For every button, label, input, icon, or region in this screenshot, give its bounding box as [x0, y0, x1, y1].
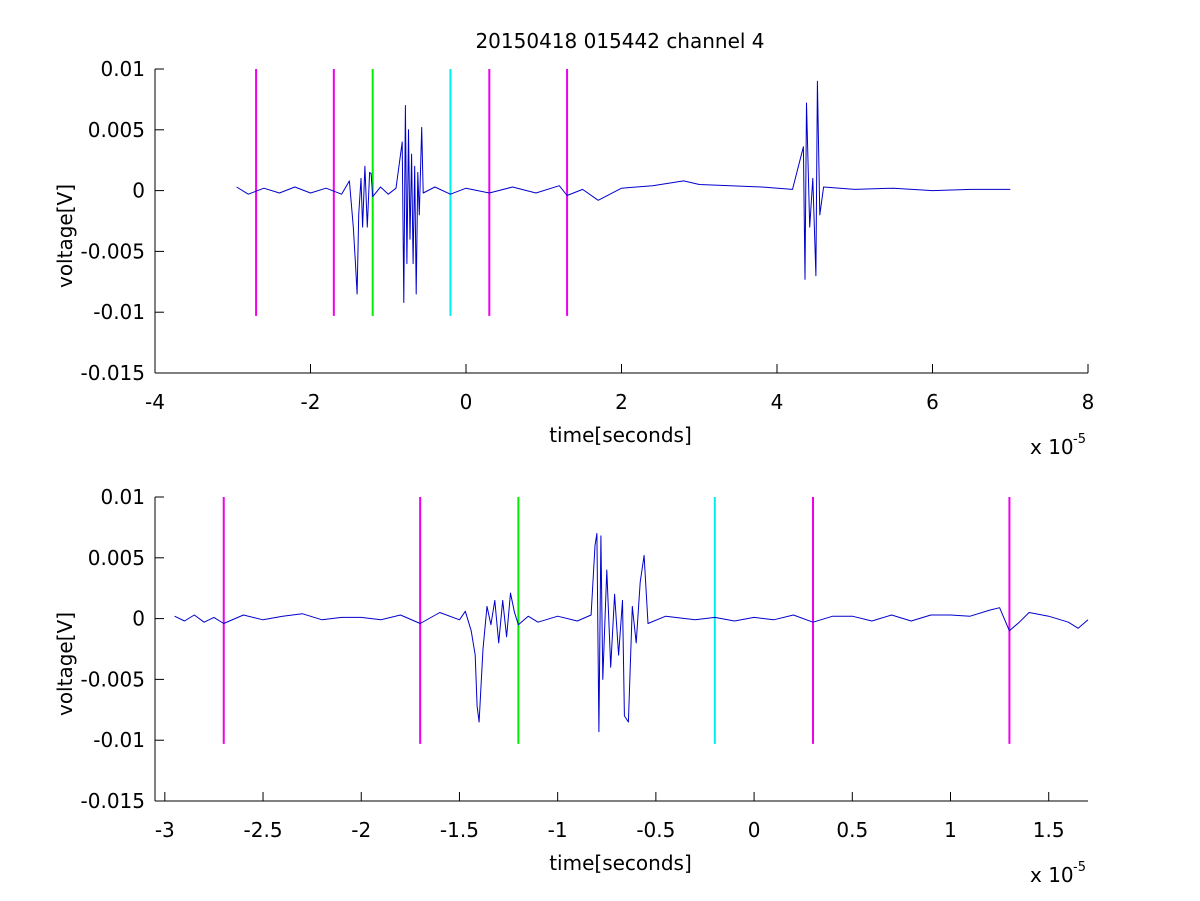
top-plot: 0.01 0.005 0 -0.005 -0.01 -0.015-4 -2 0 2 4 6 8 time…: [53, 57, 1094, 459]
y-tick-label: 0.005: [88, 546, 145, 570]
x-axis-label: time[seconds]: [549, 423, 692, 447]
y-tick-label: -0.01: [93, 728, 145, 752]
x-tick-label: 6: [926, 390, 939, 414]
x-tick-label: 0.5: [836, 818, 868, 842]
x-multiplier-label: x 10: [1030, 863, 1074, 887]
x-tick-label: 8: [1082, 390, 1095, 414]
y-tick-label: 0.01: [100, 485, 145, 509]
x-tick-label: 0: [460, 390, 473, 414]
x-tick-label: -0.5: [636, 818, 675, 842]
x-exponent-label: -5: [1073, 432, 1086, 447]
y-tick-label: -0.015: [81, 361, 145, 385]
x-tick-label: -4: [145, 390, 165, 414]
signal-trace: [174, 533, 1089, 733]
x-tick-label: 1: [944, 818, 957, 842]
y-tick-label: -0.015: [81, 789, 145, 813]
y-tick-label: -0.005: [81, 239, 145, 263]
y-axis-label: voltage[V]: [53, 184, 77, 288]
x-axis-label: time[seconds]: [549, 851, 692, 875]
signal-trace: [236, 80, 1011, 303]
x-tick-label: 2: [615, 390, 628, 414]
y-tick-label: 0.01: [100, 57, 145, 81]
x-tick-label: -3: [155, 818, 175, 842]
x-exponent-label: -5: [1073, 860, 1086, 875]
x-tick-label: -1: [548, 818, 568, 842]
y-axis-label: voltage[V]: [53, 612, 77, 716]
y-tick-label: 0.005: [88, 118, 145, 142]
x-tick-label: 1.5: [1033, 818, 1065, 842]
x-tick-label: -2: [351, 818, 371, 842]
y-tick-label: 0: [132, 607, 145, 631]
bottom-plot: 0.01 0.005 0 -0.005 -0.01 -0.015 -3 -2.5 -2 -1.5 -…: [53, 485, 1089, 887]
y-tick-label: -0.005: [81, 667, 145, 691]
x-tick-label: -2: [301, 390, 321, 414]
y-tick-label: -0.01: [93, 300, 145, 324]
y-tick-label: 0: [132, 179, 145, 203]
x-tick-label: 0: [748, 818, 761, 842]
x-multiplier-label: x 10: [1030, 435, 1074, 459]
x-tick-label: 4: [771, 390, 784, 414]
x-tick-label: -2.5: [244, 818, 283, 842]
figure-title: 20150418 015442 channel 4: [475, 29, 764, 53]
x-tick-label: -1.5: [440, 818, 479, 842]
